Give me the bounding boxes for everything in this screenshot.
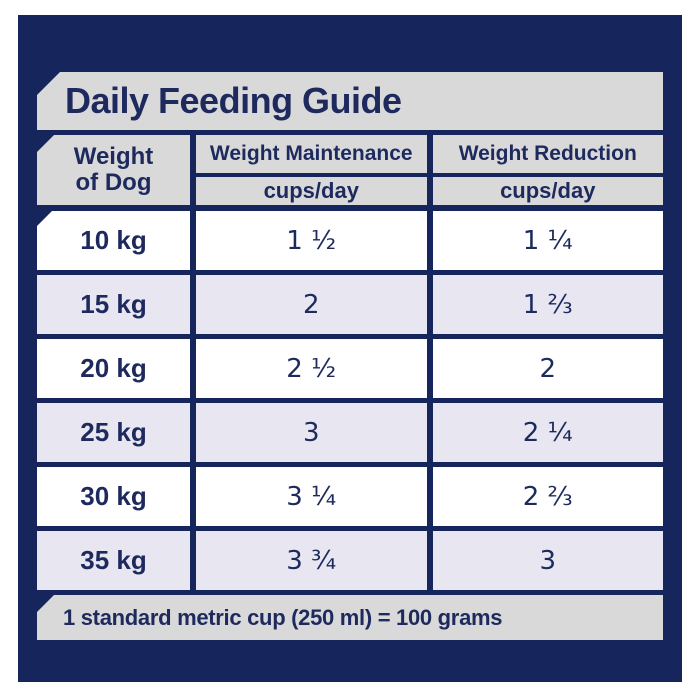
header-weight-of-dog: Weight of Dog xyxy=(37,135,190,205)
feeding-guide-panel: Daily Feeding Guide Weight of Dog Weight… xyxy=(18,15,682,682)
footer-note-banner: 1 standard metric cup (250 ml) = 100 gra… xyxy=(37,595,663,640)
maintenance-cell: 3 ¼ xyxy=(196,467,427,526)
weight-cell: 35 kg xyxy=(37,531,190,590)
table-header-row: Weight of Dog Weight Maintenance cups/da… xyxy=(37,135,663,205)
reduction-value: 2 ¼ xyxy=(522,417,573,448)
header-weight-line2: of Dog xyxy=(75,169,152,196)
header-maintenance-title: Weight Maintenance xyxy=(196,135,427,177)
reduction-cell: 1 ¼ xyxy=(432,211,663,270)
maintenance-cell: 3 xyxy=(196,403,427,462)
table-row-35kg: 35 kg 3 ¾ 3 xyxy=(37,531,663,590)
weight-label: 25 kg xyxy=(80,417,147,447)
maintenance-cell: 2 xyxy=(196,275,427,334)
maintenance-value: 3 ¾ xyxy=(286,545,337,576)
reduction-value: 2 xyxy=(539,353,557,384)
reduction-cell: 3 xyxy=(432,531,663,590)
reduction-value: 3 xyxy=(539,545,557,576)
maintenance-cell: 3 ¾ xyxy=(196,531,427,590)
header-weight-line1: Weight xyxy=(73,143,154,170)
reduction-value: 1 ⅔ xyxy=(522,289,573,320)
reduction-cell: 1 ⅔ xyxy=(432,275,663,334)
maintenance-value: 2 ½ xyxy=(286,353,337,384)
maintenance-cell: 2 ½ xyxy=(196,339,427,398)
header-reduction-unit: cups/day xyxy=(500,178,596,203)
weight-label: 15 kg xyxy=(80,289,147,319)
maintenance-cell: 1 ½ xyxy=(196,211,427,270)
table-row-30kg: 30 kg 3 ¼ 2 ⅔ xyxy=(37,467,663,526)
weight-cell: 15 kg xyxy=(37,275,190,334)
table-row-15kg: 15 kg 2 1 ⅔ xyxy=(37,275,663,334)
maintenance-value: 2 xyxy=(302,289,320,320)
weight-label: 35 kg xyxy=(80,545,147,575)
weight-label: 30 kg xyxy=(80,481,147,511)
reduction-cell: 2 ¼ xyxy=(432,403,663,462)
weight-cell: 25 kg xyxy=(37,403,190,462)
footer-note: 1 standard metric cup (250 ml) = 100 gra… xyxy=(63,604,503,630)
header-reduction-title: Weight Reduction xyxy=(432,135,663,177)
weight-label: 20 kg xyxy=(80,353,147,383)
header-maintenance-unit: cups/day xyxy=(263,178,359,203)
reduction-value: 2 ⅔ xyxy=(522,481,573,512)
reduction-cell: 2 ⅔ xyxy=(432,467,663,526)
weight-cell: 10 kg xyxy=(37,211,190,270)
table-row-10kg: 10 kg 1 ½ 1 ¼ xyxy=(37,211,663,270)
weight-cell: 30 kg xyxy=(37,467,190,526)
header-weight-maintenance: Weight Maintenance cups/day xyxy=(196,135,427,205)
header-weight-reduction: Weight Reduction cups/day xyxy=(432,135,663,205)
reduction-value: 1 ¼ xyxy=(522,225,573,256)
table-row-25kg: 25 kg 3 2 ¼ xyxy=(37,403,663,462)
page-title: Daily Feeding Guide xyxy=(65,80,402,121)
weight-cell: 20 kg xyxy=(37,339,190,398)
table-row-20kg: 20 kg 2 ½ 2 xyxy=(37,339,663,398)
reduction-cell: 2 xyxy=(432,339,663,398)
weight-label: 10 kg xyxy=(80,225,147,255)
maintenance-value: 3 xyxy=(302,417,320,448)
title-banner: Daily Feeding Guide xyxy=(37,72,663,130)
maintenance-value: 1 ½ xyxy=(286,225,337,256)
maintenance-value: 3 ¼ xyxy=(286,481,337,512)
